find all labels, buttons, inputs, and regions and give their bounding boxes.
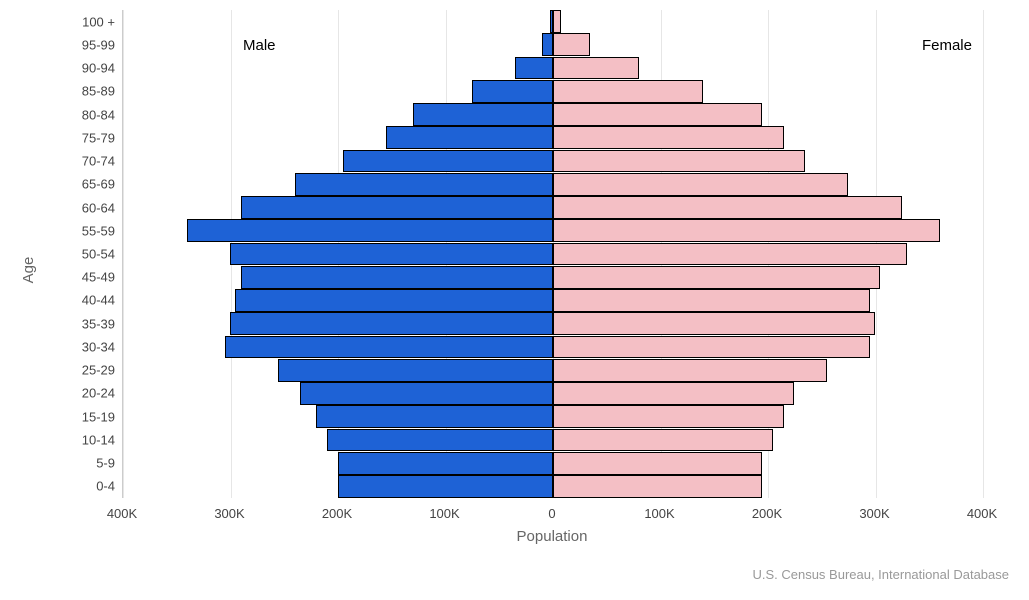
male-bar <box>187 219 553 242</box>
female-bar <box>553 173 849 196</box>
male-bar <box>338 475 553 498</box>
female-bar <box>553 429 773 452</box>
female-bar <box>553 336 870 359</box>
male-bar <box>327 429 553 452</box>
y-axis-ticks: 0-4 5-9 10-14 15-19 20-24 25-29 30-34 35-39 40-4… <box>45 10 115 498</box>
grid-line <box>983 10 984 498</box>
y-tick-label: 5-9 <box>96 457 115 470</box>
y-tick-label: 45-49 <box>82 271 115 284</box>
y-tick-label: 55-59 <box>82 224 115 237</box>
x-tick-label: 100K <box>429 506 459 521</box>
y-tick-label: 65-69 <box>82 178 115 191</box>
female-bar <box>553 33 591 56</box>
male-bar <box>278 359 552 382</box>
female-bar <box>553 452 763 475</box>
x-tick-label: 200K <box>752 506 782 521</box>
male-bar <box>338 452 553 475</box>
female-bar <box>553 80 704 103</box>
male-bar <box>542 33 553 56</box>
population-pyramid-chart: Age 0-45-910-1415-1920-2425-2930-3435-39… <box>30 10 1000 530</box>
y-tick-label: 100 + <box>82 15 115 28</box>
x-axis: Population 400K300K200K100K0100K200K300K… <box>122 498 982 538</box>
male-bar <box>241 266 553 289</box>
x-tick-label: 300K <box>214 506 244 521</box>
x-axis-label: Population <box>517 528 588 545</box>
male-bar <box>225 336 553 359</box>
male-bar <box>295 173 553 196</box>
female-bar <box>553 266 881 289</box>
x-tick-label: 400K <box>107 506 137 521</box>
plot-area: Male Female <box>122 10 982 498</box>
y-tick-label: 70-74 <box>82 155 115 168</box>
y-tick-label: 20-24 <box>82 387 115 400</box>
female-bar <box>553 219 940 242</box>
x-tick-label: 400K <box>967 506 997 521</box>
male-bar <box>515 57 553 80</box>
female-bar <box>553 103 763 126</box>
male-series-label: Male <box>243 37 276 54</box>
x-tick-label: 300K <box>859 506 889 521</box>
x-tick-label: 100K <box>644 506 674 521</box>
male-bar <box>230 312 553 335</box>
male-bar <box>386 126 553 149</box>
male-bar <box>241 196 553 219</box>
y-tick-label: 75-79 <box>82 131 115 144</box>
female-series-label: Female <box>922 37 972 54</box>
female-bar <box>553 359 827 382</box>
female-bar <box>553 126 784 149</box>
female-bar <box>553 57 639 80</box>
y-tick-label: 40-44 <box>82 294 115 307</box>
y-tick-label: 30-34 <box>82 340 115 353</box>
male-bar <box>343 150 553 173</box>
female-bar <box>553 150 806 173</box>
y-tick-label: 90-94 <box>82 62 115 75</box>
female-bar <box>553 289 870 312</box>
y-tick-label: 25-29 <box>82 364 115 377</box>
male-bar <box>230 243 553 266</box>
male-bar <box>235 289 552 312</box>
y-axis-label: Age <box>20 257 37 284</box>
female-bar <box>553 382 795 405</box>
y-tick-label: 80-84 <box>82 108 115 121</box>
y-tick-label: 95-99 <box>82 38 115 51</box>
grid-line <box>123 10 124 498</box>
y-tick-label: 0-4 <box>96 480 115 493</box>
male-bar <box>316 405 553 428</box>
female-bar <box>553 10 562 33</box>
x-tick-label: 200K <box>322 506 352 521</box>
source-caption: U.S. Census Bureau, International Databa… <box>752 567 1009 582</box>
female-bar <box>553 475 763 498</box>
y-tick-label: 15-19 <box>82 410 115 423</box>
y-tick-label: 60-64 <box>82 201 115 214</box>
x-tick-label: 0 <box>548 506 555 521</box>
female-bar <box>553 196 902 219</box>
male-bar <box>472 80 553 103</box>
y-tick-label: 35-39 <box>82 317 115 330</box>
female-bar <box>553 405 784 428</box>
male-bar <box>300 382 553 405</box>
y-tick-label: 10-14 <box>82 433 115 446</box>
y-tick-label: 85-89 <box>82 85 115 98</box>
male-bar <box>413 103 553 126</box>
y-tick-label: 50-54 <box>82 248 115 261</box>
female-bar <box>553 312 876 335</box>
female-bar <box>553 243 908 266</box>
